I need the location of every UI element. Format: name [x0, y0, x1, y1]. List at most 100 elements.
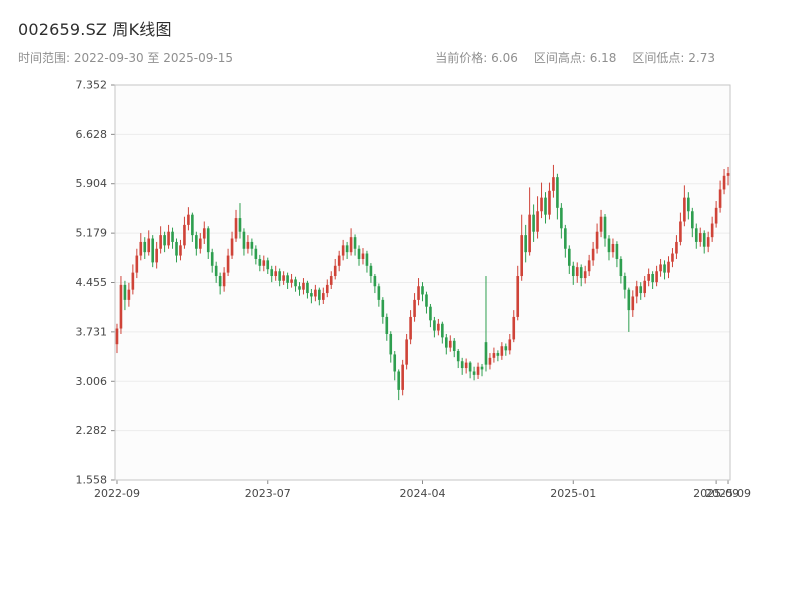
candle: [329, 271, 333, 289]
candle: [429, 303, 432, 328]
candle: [437, 318, 440, 336]
candle: [159, 226, 162, 254]
candle: [183, 216, 186, 249]
candle: [258, 254, 262, 272]
x-tick-label: 2025-09: [705, 487, 751, 500]
candle: [314, 284, 317, 302]
candle: [619, 256, 623, 284]
candle: [298, 282, 301, 296]
candle: [210, 248, 214, 273]
candle: [564, 224, 567, 258]
candle: [115, 323, 119, 354]
candle: [651, 271, 654, 289]
candle: [560, 203, 563, 239]
candle: [397, 369, 401, 401]
candle: [361, 248, 365, 265]
candle: [341, 239, 345, 261]
candle: [151, 235, 155, 268]
candle: [488, 353, 492, 370]
candle: [679, 212, 682, 246]
candle: [123, 280, 127, 311]
candle: [306, 280, 309, 299]
candle: [302, 278, 305, 295]
candle: [671, 248, 674, 268]
x-tick-label: 2022-09: [94, 487, 140, 500]
candle: [460, 357, 464, 375]
candle: [365, 250, 369, 273]
candle: [135, 248, 139, 279]
candle: [127, 282, 131, 307]
candle: [448, 335, 452, 352]
candle: [278, 268, 281, 287]
candle: [353, 234, 357, 256]
candle: [337, 250, 341, 272]
candle: [202, 221, 206, 244]
candle: [480, 363, 484, 377]
candle: [242, 228, 246, 256]
candle: [310, 288, 313, 304]
candle: [500, 342, 504, 360]
candle: [230, 231, 234, 259]
candle: [444, 333, 448, 355]
candle: [262, 255, 266, 272]
candle: [456, 348, 460, 369]
candle: [714, 201, 718, 228]
candle: [464, 358, 468, 374]
candle: [405, 333, 408, 370]
candle: [718, 180, 722, 213]
candle: [548, 182, 551, 220]
candle: [611, 238, 615, 258]
candle: [325, 279, 329, 298]
candle: [468, 361, 472, 379]
candle: [544, 192, 547, 224]
candle: [595, 223, 599, 254]
candle: [155, 241, 158, 269]
candle: [579, 264, 583, 287]
candle: [659, 258, 662, 277]
y-tick-label: 6.628: [76, 128, 108, 141]
candle: [433, 316, 436, 338]
candle: [377, 283, 381, 307]
candle: [409, 310, 412, 345]
candle: [452, 338, 456, 358]
candle: [623, 272, 627, 299]
candle: [575, 262, 579, 283]
candle: [504, 343, 508, 356]
date-range-label: 时间范围: 2022-09-30 至 2025-09-15: [18, 51, 233, 65]
axes: 7.352 6.628 5.904 5.179 4.455 3.731 3.006 2.282…: [76, 79, 752, 501]
candle: [369, 263, 373, 283]
candle: [413, 293, 416, 322]
candle: [520, 214, 524, 281]
candle: [591, 241, 595, 266]
candle: [702, 230, 706, 254]
candle: [222, 267, 226, 292]
candle: [484, 276, 488, 372]
candle: [722, 168, 726, 195]
candle: [627, 287, 631, 332]
candle: [683, 185, 686, 227]
candle: [663, 260, 666, 280]
plot-border: [114, 84, 731, 481]
candle: [266, 257, 270, 274]
candle: [195, 231, 198, 256]
candles-layer: [115, 164, 730, 401]
candle: [393, 351, 397, 381]
candle: [417, 278, 420, 306]
candle: [357, 245, 361, 266]
y-tick-label: 3.731: [76, 325, 108, 338]
candle: [187, 207, 190, 231]
candle: [286, 272, 289, 289]
candle: [175, 238, 178, 263]
candle: [667, 256, 670, 279]
candle: [290, 273, 293, 288]
candle: [516, 265, 520, 321]
y-tick-label: 1.558: [76, 474, 108, 487]
candle: [131, 264, 135, 295]
candle: [635, 280, 639, 304]
candle: [274, 265, 278, 281]
candle: [254, 245, 258, 265]
candle: [421, 282, 424, 302]
range-low-label: 区间低点: 2.73: [632, 51, 715, 65]
candle: [179, 239, 182, 261]
candle: [706, 231, 710, 253]
